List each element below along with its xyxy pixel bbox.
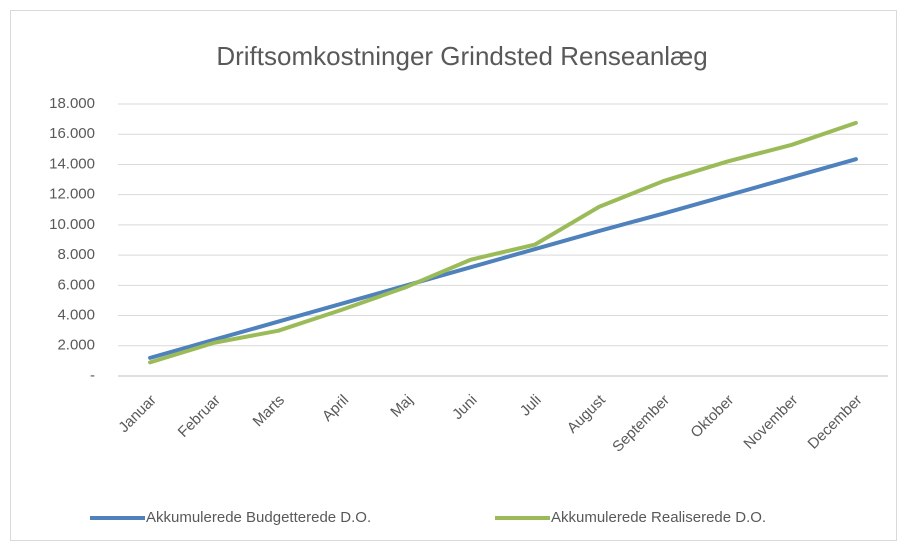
chart-title: Driftsomkostninger Grindsted Renseanlæg (216, 41, 707, 71)
y-tick-label: 4.000 (57, 307, 95, 324)
y-tick-label: 2.000 (57, 337, 95, 354)
y-tick-label: 14.000 (49, 155, 95, 172)
chart-border (10, 10, 897, 541)
legend-label: Akkumulerede Realiserede D.O. (551, 509, 766, 526)
legend-label: Akkumulerede Budgetterede D.O. (146, 509, 371, 526)
y-tick-label: 8.000 (57, 246, 95, 263)
y-tick-label: 18.000 (49, 95, 95, 112)
series-line (148, 120, 858, 365)
y-tick-label: 12.000 (49, 186, 95, 203)
y-tick-label: - (90, 367, 95, 384)
y-tick-label: 6.000 (57, 276, 95, 293)
y-tick-label: 16.000 (49, 125, 95, 142)
y-tick-label: 10.000 (49, 216, 95, 233)
series-line (148, 157, 858, 360)
